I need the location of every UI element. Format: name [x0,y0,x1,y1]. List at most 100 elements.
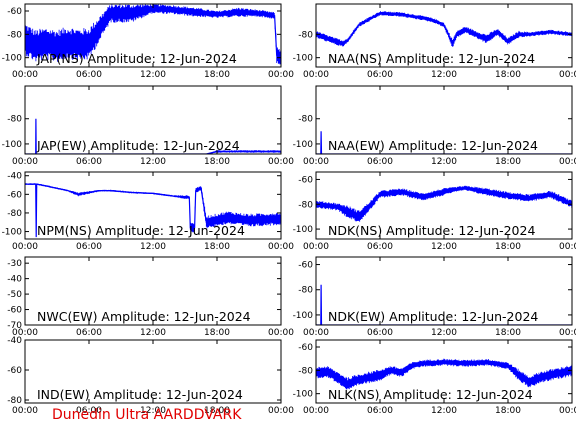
y-tick-label: -80 [298,30,313,40]
x-tick-label: 00:00 [12,328,38,338]
x-tick-label: 18:00 [204,242,230,252]
series-0 [25,4,281,65]
y-tick-label: -100 [2,228,23,238]
y-tick-label: -60 [7,306,22,316]
credit-label: Dunedin Ultra AARDDVARK [52,407,242,423]
y-tick-label: -40 [7,172,22,182]
panel-title: NPM(NS) Amplitude: 12-Jun-2024 [37,223,245,238]
x-tick-label: 18:00 [495,157,521,167]
x-tick-label: 12:00 [431,70,457,80]
y-tick-label: -100 [293,225,314,235]
series-line [25,118,281,154]
y-tick-label: -60 [7,190,22,200]
panel-title: NDK(NS) Amplitude: 12-Jun-2024 [328,223,535,238]
series-line [316,361,572,385]
x-tick-label: 00:00 [559,70,576,80]
series-noise [316,11,572,47]
x-tick-label: 18:00 [204,406,230,416]
series-line [316,187,572,218]
x-tick-label: 06:00 [367,157,393,167]
series-0 [316,131,572,154]
x-tick-label: 00:00 [303,328,329,338]
x-tick-label: 00:00 [268,328,294,338]
y-tick-label: -60 [298,261,313,271]
y-tick-label: -70 [7,321,22,331]
series-line [25,183,281,238]
x-tick-label: 00:00 [303,242,329,252]
x-tick-label: 00:00 [303,157,329,167]
y-tick-label: -100 [2,140,23,150]
x-tick-label: 12:00 [431,242,457,252]
x-tick-label: 18:00 [495,242,521,252]
panel-title: NWC(EW) Amplitude: 12-Jun-2024 [37,309,251,324]
y-tick-label: -80 [298,200,313,210]
series-line [316,284,572,325]
x-tick-label: 12:00 [140,157,166,167]
x-tick-label: 00:00 [268,70,294,80]
x-tick-label: 00:00 [559,406,576,416]
x-tick-label: 18:00 [204,157,230,167]
y-tick-label: -80 [7,209,22,219]
series-0 [316,284,572,325]
x-tick-label: 18:00 [204,70,230,80]
y-tick-label: -100 [293,54,314,64]
series-0 [316,358,572,390]
x-tick-label: 06:00 [76,242,102,252]
panel-7: -60 -80 -100 00:00 06:00 12:00 18:00 00:00 NDK(E… [293,256,576,338]
y-tick-label: -60 [7,366,22,376]
panel-title: JAP(NS) Amplitude: 12-Jun-2024 [36,51,237,66]
y-tick-label: -80 [7,115,22,125]
x-tick-label: 00:00 [559,157,576,167]
y-tick-label: -50 [7,290,22,300]
y-tick-label: -60 [298,175,313,185]
x-tick-label: 00:00 [12,406,38,416]
panel-title: IND(EW) Amplitude: 12-Jun-2024 [37,387,243,402]
x-tick-label: 06:00 [367,70,393,80]
y-tick-label: -40 [7,336,22,346]
y-tick-label: -100 [2,54,23,64]
y-tick-label: -100 [293,140,314,150]
x-tick-label: 12:00 [140,70,166,80]
series-line [316,131,572,154]
panel-1: -80 -100 00:00 06:00 12:00 18:00 00:00 NAA(NS) … [293,3,576,80]
x-tick-label: 18:00 [495,328,521,338]
x-tick-label: 06:00 [76,328,102,338]
x-tick-label: 00:00 [12,70,38,80]
x-tick-label: 00:00 [303,406,329,416]
x-tick-label: 06:00 [367,406,393,416]
x-tick-label: 00:00 [559,242,576,252]
panel-title: NDK(EW) Amplitude: 12-Jun-2024 [328,309,538,324]
panel-title: NLK(NS) Amplitude: 12-Jun-2024 [328,387,533,402]
y-tick-label: -80 [7,396,22,406]
panel-title: NAA(NS) Amplitude: 12-Jun-2024 [328,51,535,66]
y-tick-label: -100 [293,311,314,321]
x-tick-label: 00:00 [12,157,38,167]
x-tick-label: 00:00 [268,157,294,167]
x-tick-label: 18:00 [495,70,521,80]
panel-4: -40 -60 -80 -100 00:00 06:00 12:00 18:00 00:00 NP… [2,171,294,252]
y-tick-label: -60 [7,7,22,17]
x-tick-label: 06:00 [367,242,393,252]
series-0 [316,185,572,222]
x-tick-label: 06:00 [367,328,393,338]
panel-9: -60 -80 -100 00:00 06:00 12:00 18:00 00:00 NLK(N… [293,339,576,416]
series-0 [316,11,572,47]
y-tick-label: -80 [298,366,313,376]
y-tick-label: -60 [298,343,313,353]
panel-5: -60 -80 -100 00:00 06:00 12:00 18:00 00:00 NDK(N… [293,171,576,252]
series-line [316,12,572,46]
x-tick-label: 00:00 [268,242,294,252]
x-tick-label: 12:00 [140,406,166,416]
x-tick-label: 18:00 [204,328,230,338]
series-noise [316,185,572,222]
y-tick-label: -80 [298,115,313,125]
series-line [25,8,281,59]
panel-2: -80 -100 00:00 06:00 12:00 18:00 00:00 JAP(EW) … [2,85,294,167]
series-noise [316,358,572,390]
x-tick-label: 12:00 [431,328,457,338]
x-tick-label: 12:00 [140,242,166,252]
x-tick-label: 06:00 [76,157,102,167]
x-tick-label: 00:00 [268,406,294,416]
